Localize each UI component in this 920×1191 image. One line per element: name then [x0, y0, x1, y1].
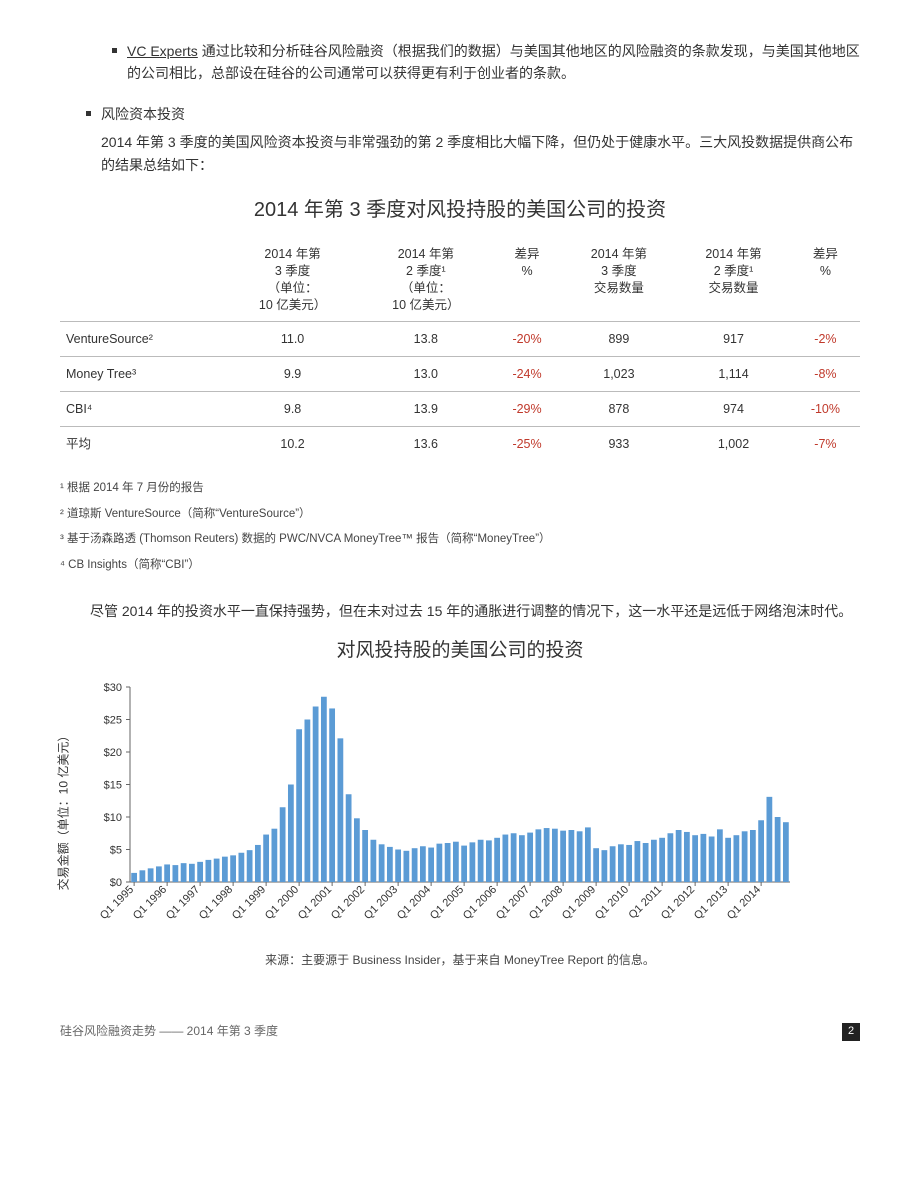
- table-title: 2014 年第 3 季度对风投持股的美国公司的投资: [60, 194, 860, 226]
- svg-text:Q1 2003: Q1 2003: [362, 883, 400, 921]
- chart-svg: $0 $5 $10 $15 $20 $25 $30 Q1 1995Q1 1996Q1 1997…: [80, 677, 800, 937]
- bullet-vc-experts: VC Experts 通过比较和分析硅谷风险融资（根据我们的数据）与美国其他地区…: [112, 40, 860, 85]
- svg-text:Q1 2001: Q1 2001: [296, 883, 334, 921]
- th-q3-amount: 2014 年第3 季度（单位：10 亿美元）: [226, 242, 359, 322]
- svg-text:$25: $25: [104, 714, 122, 726]
- section-heading: 风险资本投资: [101, 103, 185, 125]
- bullet-text: VC Experts 通过比较和分析硅谷风险融资（根据我们的数据）与美国其他地区…: [127, 40, 860, 85]
- svg-text:Q1 2006: Q1 2006: [461, 883, 499, 921]
- footnotes: ¹ 根据 2014 年 7 月份的报告 ² 道琼斯 VentureSource（简…: [60, 479, 860, 574]
- th-diff-amount: 差异%: [492, 242, 561, 322]
- bullet-marker: [112, 48, 117, 53]
- chart-source: 来源：主要源于 Business Insider，基于来自 MoneyTree …: [60, 951, 860, 970]
- svg-text:Q1 2014: Q1 2014: [725, 883, 763, 921]
- chart-title: 对风投持股的美国公司的投资: [60, 636, 860, 666]
- svg-text:Q1 1999: Q1 1999: [230, 883, 268, 921]
- th-q2-deals: 2014 年第2 季度¹交易数量: [676, 242, 791, 322]
- page-number: 2: [842, 1023, 860, 1041]
- table-row: CBI⁴9.813.9-29%878974-10%: [60, 392, 860, 427]
- svg-text:Q1 2009: Q1 2009: [560, 883, 598, 921]
- svg-text:Q1 2013: Q1 2013: [692, 883, 730, 921]
- th-q2-amount: 2014 年第2 季度¹（单位：10 亿美元）: [359, 242, 492, 322]
- svg-text:Q1 2007: Q1 2007: [494, 883, 532, 921]
- footnote: ² 道琼斯 VentureSource（简称“VentureSource”）: [60, 505, 860, 523]
- section-risk-capital: 风险资本投资 2014 年第 3 季度的美国风险资本投资与非常强劲的第 2 季度…: [86, 103, 860, 176]
- th-diff-deals: 差异%: [791, 242, 860, 322]
- investment-bar-chart: 交易金额（单位：10 亿美元） $0$5$10$15$20$25$30Q1 19…: [80, 677, 840, 943]
- svg-text:$20: $20: [104, 747, 122, 759]
- footnote: ¹ 根据 2014 年 7 月份的报告: [60, 479, 860, 497]
- svg-text:Q1 2010: Q1 2010: [593, 883, 631, 921]
- post-table-paragraph: 尽管 2014 年的投资水平一直保持强势，但在未对过去 15 年的通胀进行调整的…: [90, 600, 860, 622]
- svg-text:Q1 1996: Q1 1996: [131, 883, 169, 921]
- footnote: ³ 基于汤森路透 (Thomson Reuters) 数据的 PWC/NVCA …: [60, 530, 860, 548]
- table-row: VentureSource²11.013.8-20%899917-2%: [60, 322, 860, 357]
- table-row: 平均10.213.6-25%9331,002-7%: [60, 427, 860, 462]
- svg-text:Q1 2000: Q1 2000: [263, 883, 301, 921]
- svg-text:Q1 1995: Q1 1995: [98, 883, 136, 921]
- investment-table: 2014 年第3 季度（单位：10 亿美元） 2014 年第2 季度¹（单位：1…: [60, 242, 860, 462]
- svg-text:Q1 1998: Q1 1998: [197, 883, 235, 921]
- svg-text:$15: $15: [104, 779, 122, 791]
- footer-left: 硅谷风险融资走势 —— 2014 年第 3 季度: [60, 1022, 278, 1041]
- svg-text:Q1 2005: Q1 2005: [428, 883, 466, 921]
- th-q3-deals: 2014 年第3 季度交易数量: [562, 242, 677, 322]
- footnote: ⁴ CB Insights（简称“CBI”）: [60, 556, 860, 574]
- svg-text:Q1 1997: Q1 1997: [164, 883, 202, 921]
- svg-text:$0: $0: [110, 877, 122, 889]
- svg-text:Q1 2004: Q1 2004: [395, 883, 433, 921]
- svg-text:Q1 2008: Q1 2008: [527, 883, 565, 921]
- svg-text:Q1 2002: Q1 2002: [329, 883, 367, 921]
- chart-y-axis-label: 交易金额（单位：10 亿美元）: [54, 730, 73, 891]
- svg-text:$5: $5: [110, 844, 122, 856]
- page-footer: 硅谷风险融资走势 —— 2014 年第 3 季度 2: [60, 1000, 860, 1041]
- svg-text:Q1 2012: Q1 2012: [659, 883, 697, 921]
- svg-text:Q1 2011: Q1 2011: [626, 883, 664, 921]
- bullet-marker: [86, 111, 91, 116]
- vc-experts-link[interactable]: VC Experts: [127, 43, 198, 59]
- section-body: 2014 年第 3 季度的美国风险资本投资与非常强劲的第 2 季度相比大幅下降，…: [101, 131, 860, 176]
- svg-text:$30: $30: [104, 682, 122, 694]
- table-row: Money Tree³9.913.0-24%1,0231,114-8%: [60, 357, 860, 392]
- svg-text:$10: $10: [104, 812, 122, 824]
